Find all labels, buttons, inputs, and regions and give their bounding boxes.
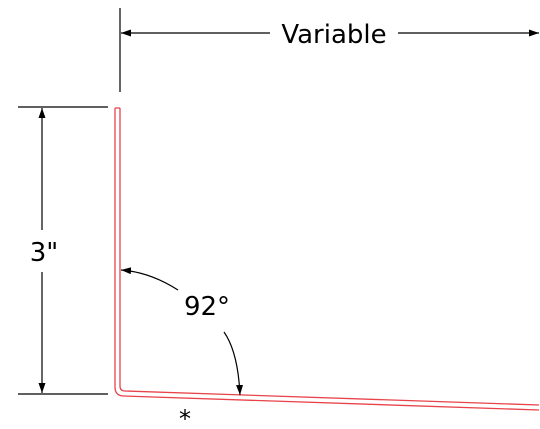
- flashing-profile: [114, 107, 540, 411]
- angle-arc-upper: [120, 267, 179, 291]
- width-dimension: Variable: [119, 8, 539, 92]
- profile-outer-edge: [114, 108, 540, 411]
- width-dimension-label: Variable: [281, 20, 386, 50]
- profile-inner-edge: [119, 108, 540, 406]
- hem-note-asterisk: *: [179, 405, 191, 429]
- angle-dimension: 92°: [120, 267, 244, 396]
- height-dimension-label: 3": [30, 238, 59, 268]
- angle-arc-lower: [223, 331, 244, 396]
- height-dimension: 3": [18, 106, 108, 395]
- angle-label: 92°: [184, 292, 230, 322]
